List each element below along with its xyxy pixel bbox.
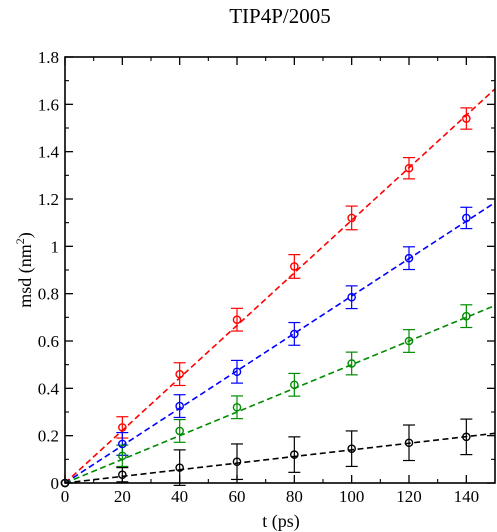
data-point (175, 426, 184, 436)
fit-line (64, 88, 496, 484)
data-point (404, 336, 414, 346)
x-tick-label: 100 (339, 487, 365, 506)
y-tick-label: 1.6 (38, 95, 59, 114)
y-axis-label: msd (nm2) (13, 232, 36, 308)
x-tick-label: 80 (286, 487, 303, 506)
data-point (118, 470, 127, 480)
data-point (118, 423, 127, 432)
data-point (290, 262, 299, 271)
y-axis-label-close: ) (15, 232, 36, 238)
y-tick-label: 0.6 (38, 332, 59, 351)
data-point (118, 439, 127, 449)
data-point (290, 380, 299, 390)
data-point (462, 114, 471, 123)
fit-line (64, 432, 496, 484)
data-point (404, 163, 414, 173)
y-tick-label: 1 (51, 237, 60, 256)
fit-line (64, 201, 496, 484)
data-point (462, 213, 471, 223)
data-point (290, 450, 299, 459)
x-tick-label: 60 (229, 487, 246, 506)
data-point (462, 311, 471, 321)
data-point (404, 438, 414, 448)
x-tick-label: 0 (61, 487, 70, 506)
data-point (175, 463, 184, 472)
data-point (232, 315, 242, 325)
data-point (118, 451, 127, 461)
y-tick-label: 1.2 (38, 190, 59, 209)
error-bars (116, 107, 473, 486)
y-tick-label: 0.4 (38, 379, 60, 398)
data-point (290, 329, 299, 339)
data-point (347, 444, 356, 453)
data-point (232, 402, 242, 412)
axis-ticks (64, 56, 495, 484)
x-tick-label: 140 (454, 487, 480, 506)
data-point (232, 457, 242, 467)
y-tick-label: 0.2 (38, 427, 59, 446)
y-axis-label-main: msd (nm (15, 244, 36, 308)
data-point (175, 369, 184, 379)
y-tick-label: 1.4 (38, 143, 60, 162)
y-tick-label: 1.8 (38, 48, 59, 67)
data-point (462, 432, 471, 442)
data-point (347, 359, 356, 368)
fit-lines (64, 88, 496, 484)
y-tick-label: 0 (51, 474, 60, 493)
tick-labels: 0 20 40 60 80 100 120 140 0 0.2 0.4 0.6 0.8 1 1.2 1.4 1.… (38, 48, 479, 506)
x-tick-label: 40 (171, 487, 188, 506)
x-tick-label: 20 (114, 487, 131, 506)
chart-title: TIP4P/2005 (229, 4, 331, 28)
data-point (347, 292, 356, 302)
plot-frame (64, 56, 496, 484)
data-point (232, 367, 242, 377)
data-point (347, 213, 356, 223)
x-axis-label: t (ps) (262, 511, 300, 532)
y-tick-label: 0.8 (38, 285, 59, 304)
x-tick-label: 120 (396, 487, 422, 506)
data-point (175, 401, 184, 411)
y-axis-label-superscript: 2 (13, 238, 27, 244)
fit-line (64, 304, 496, 484)
data-point (404, 253, 414, 263)
